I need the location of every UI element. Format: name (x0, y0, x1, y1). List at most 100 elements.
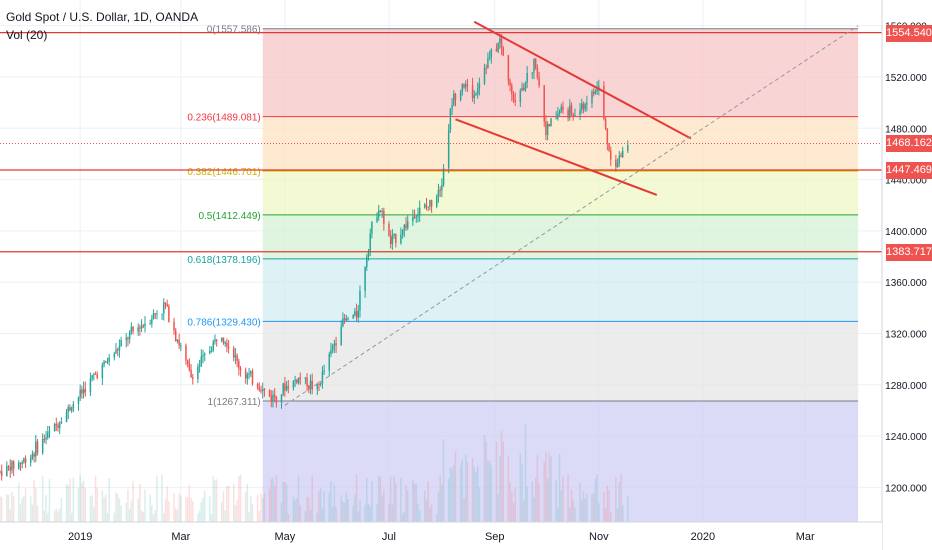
candle-body (6, 466, 8, 477)
volume-bar (319, 488, 322, 522)
volume-bar (550, 456, 552, 522)
volume-bar (442, 439, 445, 522)
volume-bar (424, 490, 426, 522)
volume-bar (497, 494, 499, 522)
volume-bar (125, 502, 127, 522)
volume-bar (427, 481, 429, 522)
volume-bar (180, 495, 182, 522)
candle-body (500, 38, 503, 48)
volume-bar (608, 489, 610, 522)
volume-bar (304, 511, 307, 522)
volume-bar (272, 477, 274, 522)
volume-bar (521, 463, 523, 522)
volume-bar (603, 492, 605, 522)
candle-body (393, 233, 395, 236)
candle-body (77, 397, 80, 404)
candle-body (270, 396, 273, 402)
volume-bar (156, 475, 158, 522)
candle-body (48, 431, 51, 433)
candle-body (239, 368, 242, 371)
candle-body (497, 43, 499, 52)
candle-body (296, 379, 298, 383)
candle-body (258, 387, 261, 391)
candle-body (543, 85, 545, 122)
volume-bar (560, 490, 563, 522)
volume-bar (197, 513, 199, 522)
volume-bar (437, 491, 440, 522)
volume-bar (285, 484, 288, 522)
candle-body (246, 374, 249, 379)
volume-bar (364, 505, 366, 522)
volume-bar (137, 498, 139, 522)
candle-body (415, 216, 418, 218)
volume-bar (244, 491, 247, 522)
candle-body (55, 424, 58, 426)
volume-bar (308, 497, 310, 522)
candle-body (227, 346, 230, 349)
volume-bar (400, 477, 402, 522)
candle-body (311, 380, 313, 390)
volume-bar (355, 474, 358, 522)
candle-body (69, 407, 71, 411)
volume-bar (572, 499, 574, 522)
volume-bar (495, 441, 498, 522)
candle-body (454, 94, 457, 101)
volume-bar (200, 501, 203, 522)
candle-body (151, 318, 153, 324)
fib-level-label: 0.236(1489.081) (187, 113, 260, 124)
volume-bar (453, 465, 455, 522)
volume-bar (57, 511, 59, 522)
candle-body (430, 200, 433, 207)
volume-bar (526, 486, 528, 522)
candle-body (166, 304, 168, 307)
candle-body (459, 91, 462, 101)
candle-body (250, 371, 252, 374)
volume-bar (151, 505, 153, 522)
candle-body (108, 357, 110, 362)
candle-body (319, 383, 322, 385)
candle-body (366, 256, 368, 267)
candle-body (466, 84, 469, 86)
candle-body (406, 221, 409, 229)
candle-body (507, 55, 510, 81)
volume-bar (65, 483, 68, 522)
fib-zone (262, 321, 859, 402)
volume-bar (406, 490, 409, 522)
candle-body (592, 91, 595, 94)
candle-body (359, 291, 361, 311)
candle-body (144, 323, 146, 327)
volume-bar (273, 485, 276, 522)
volume-bar (108, 477, 110, 522)
candle-body (103, 361, 105, 365)
candle-body (413, 216, 416, 218)
volume-bar (345, 492, 348, 522)
volume-bar (41, 475, 44, 522)
volume-bar (620, 474, 622, 522)
volume-bar (0, 496, 1, 522)
fib-zone (262, 28, 859, 117)
candle-body (574, 114, 576, 116)
candle-body (376, 216, 378, 222)
candle-body (580, 103, 583, 110)
volume-bar (152, 513, 155, 522)
candle-body (125, 337, 127, 340)
volume-bar (69, 478, 71, 522)
price-tick-label: 1240.000 (885, 432, 927, 443)
volume-bar (340, 495, 342, 522)
candle-body (101, 364, 104, 379)
volume-bar (47, 513, 49, 522)
volume-bar (369, 506, 371, 522)
volume-bar (366, 477, 368, 522)
candle-body (558, 111, 561, 114)
volume-bar (142, 511, 145, 522)
candle-body (389, 236, 392, 245)
candle-body (371, 221, 373, 234)
candle-body (168, 306, 170, 322)
candle-body (89, 378, 92, 393)
candle-body (591, 91, 593, 104)
volume-bar (232, 483, 235, 522)
volume-bar (36, 505, 39, 522)
volume-bar (55, 508, 58, 522)
